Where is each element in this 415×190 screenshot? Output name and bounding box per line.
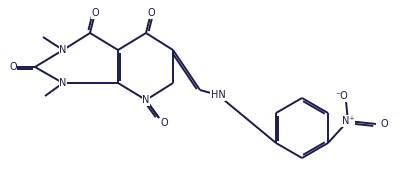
Text: O: O (160, 118, 168, 128)
Text: N: N (59, 78, 67, 88)
Text: HN: HN (211, 90, 225, 100)
Text: O: O (147, 8, 155, 18)
Text: N⁺: N⁺ (342, 116, 354, 126)
Text: ⁻O: ⁻O (336, 91, 348, 101)
Text: N: N (142, 95, 150, 105)
Text: O: O (9, 62, 17, 72)
Text: O: O (91, 8, 99, 18)
Text: O: O (380, 119, 388, 129)
Text: N: N (59, 45, 67, 55)
